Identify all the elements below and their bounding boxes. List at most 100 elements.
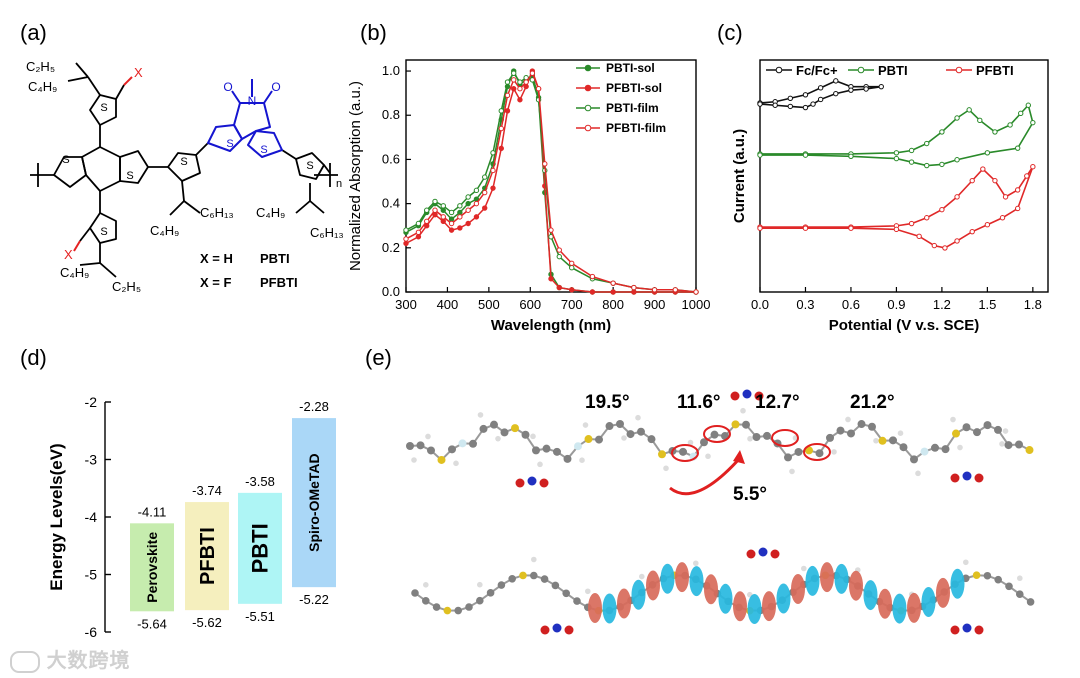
- absorption-chart: 300 400 500 600 700 800 900 1000 0.0 0.2 0.4 0.6 0.8…: [347, 59, 710, 334]
- cv-chart: 0.0 0.3 0.6 0.9 1.2 1.5 1.8 Potential (V v.s. S…: [731, 59, 1049, 334]
- bottom-atom-9: [508, 575, 516, 583]
- x-tick-label-b-4: 700: [561, 297, 583, 312]
- series-point-b-1-5: [448, 227, 455, 233]
- top-atom-5: [458, 439, 467, 448]
- series-point-c-2-22: [916, 233, 922, 240]
- bottom-h-16: [585, 588, 591, 595]
- top-h-36: [789, 468, 795, 475]
- series-point-c-1-17: [954, 157, 960, 163]
- legend-pbti: PBTI: [260, 251, 290, 266]
- bar-label-3: Spiro-OMeTAD: [306, 453, 322, 552]
- structure-x-bonds: [73, 76, 133, 252]
- bottom-atom-56: [1016, 590, 1024, 599]
- series-point-b-1-11: [498, 145, 504, 152]
- orbital-lobe-7: [689, 566, 704, 597]
- top-h-4: [453, 460, 459, 467]
- series-point-c-1-23: [802, 152, 809, 158]
- series-point-b-1-6: [457, 225, 463, 231]
- series-point-c-1-3: [893, 150, 900, 156]
- series-point-b-3-25: [651, 287, 658, 293]
- legend-marker-b-3: [584, 124, 592, 132]
- bar-label-1: PFBTI: [197, 527, 219, 585]
- series-point-c-0-13: [810, 101, 816, 107]
- top-h2-2: [425, 433, 431, 440]
- series-point-b-1-9: [482, 205, 488, 211]
- series-point-c-0-12: [817, 96, 824, 103]
- top-atom-59: [1025, 446, 1034, 455]
- legend-label-b-1: PFBTI-sol: [606, 81, 662, 95]
- top-h2-52: [950, 416, 956, 423]
- atom-o-1: O: [223, 80, 232, 94]
- series-point-b-3-8: [473, 200, 480, 207]
- legend-label-b-3: PFBTI-film: [606, 121, 666, 135]
- top-atom-18: [595, 435, 603, 444]
- bottom-imide-o1-1: [746, 549, 756, 559]
- series-point-b-3-16: [529, 70, 536, 76]
- top-atom-31: [731, 420, 740, 429]
- series-point-c-0-17: [757, 101, 763, 107]
- series-point-b-2-11: [498, 108, 504, 114]
- imide-n-2: [962, 471, 972, 481]
- label-c4h9-mid: C₄H₉: [150, 223, 179, 238]
- atom-n: N: [248, 94, 257, 108]
- series-point-c-2-21: [931, 242, 938, 249]
- top-h-44: [873, 437, 879, 444]
- series-line-b-2: [405, 71, 697, 293]
- bottom-imide-n-0: [552, 623, 562, 633]
- top-atom-42: [847, 429, 855, 438]
- y-axis-label-b: Normalized Absorption (a.u.): [347, 81, 364, 271]
- homo-label-3: -5.22: [299, 592, 329, 607]
- top-atom-2: [427, 446, 435, 455]
- series-point-b-3-18: [542, 161, 548, 167]
- series-point-c-0-15: [787, 103, 794, 110]
- energy-level-chart: -6 -5 -4 -3 -2 Energy Levels(eV) -4.11 -5.64 Per…: [47, 394, 336, 640]
- series-point-c-2-24: [848, 225, 854, 231]
- series-point-b-3-22: [589, 273, 596, 280]
- orbital-lobe-10: [733, 591, 747, 622]
- bottom-atom-0: [411, 589, 419, 597]
- series-point-b-3-19: [548, 227, 554, 233]
- series-point-b-2-10: [490, 150, 496, 156]
- series-point-b-3-27: [693, 289, 699, 295]
- legend-x-f: X = F: [200, 275, 231, 290]
- series-point-b-1-22: [589, 289, 596, 295]
- bottom-atom-14: [562, 589, 570, 598]
- series-point-c-0-3: [802, 92, 809, 98]
- legend-label-b-2: PBTI-film: [606, 101, 659, 115]
- lumo-label-1: -3.74: [192, 483, 222, 498]
- series-point-c-0-4: [817, 85, 824, 91]
- series-point-c-2-23: [893, 226, 900, 233]
- series-point-b-3-17: [535, 86, 542, 92]
- series-line-c-0: [759, 80, 882, 109]
- series-point-b-2-3: [432, 198, 438, 205]
- label-c4h9-right: C₄H₉: [256, 205, 285, 220]
- plot-frame-c: [759, 59, 1049, 293]
- series-point-b-0-6: [457, 209, 463, 216]
- orbital-lobe-11: [747, 593, 762, 624]
- legend-marker-c-1: [857, 66, 865, 74]
- top-atom-13: [542, 444, 551, 453]
- angle-label-0: 19.5°: [585, 392, 630, 413]
- series-point-b-1-24: [631, 289, 637, 295]
- orbital-lobe-12: [762, 591, 776, 622]
- top-h-12: [537, 461, 543, 468]
- series-point-b-3-20: [556, 247, 562, 253]
- label-c2h5-top: C₂H₅: [26, 59, 55, 74]
- series-point-b-3-12: [504, 92, 511, 99]
- orbital-lobe-22: [907, 592, 921, 623]
- series-point-b-1-12: [504, 108, 511, 114]
- imide-n-0: [527, 476, 537, 486]
- series-point-b-3-14: [517, 86, 523, 92]
- orbital-lobe-23: [921, 586, 936, 617]
- homo-label-1: -5.62: [192, 615, 222, 630]
- top-atom-40: [826, 433, 834, 442]
- x-tick-label-c-3: 0.9: [887, 297, 905, 312]
- series-point-b-3-11: [498, 125, 504, 132]
- bottom-atom-3: [443, 606, 452, 615]
- watermark: 大数跨境: [10, 644, 131, 673]
- legend-label-c-0: Fc/Fc+: [796, 63, 838, 78]
- bottom-atom-2: [432, 603, 441, 611]
- series-point-c-2-11: [1002, 194, 1009, 200]
- bottom-atom-1: [422, 597, 430, 605]
- series-point-b-2-14: [517, 79, 523, 85]
